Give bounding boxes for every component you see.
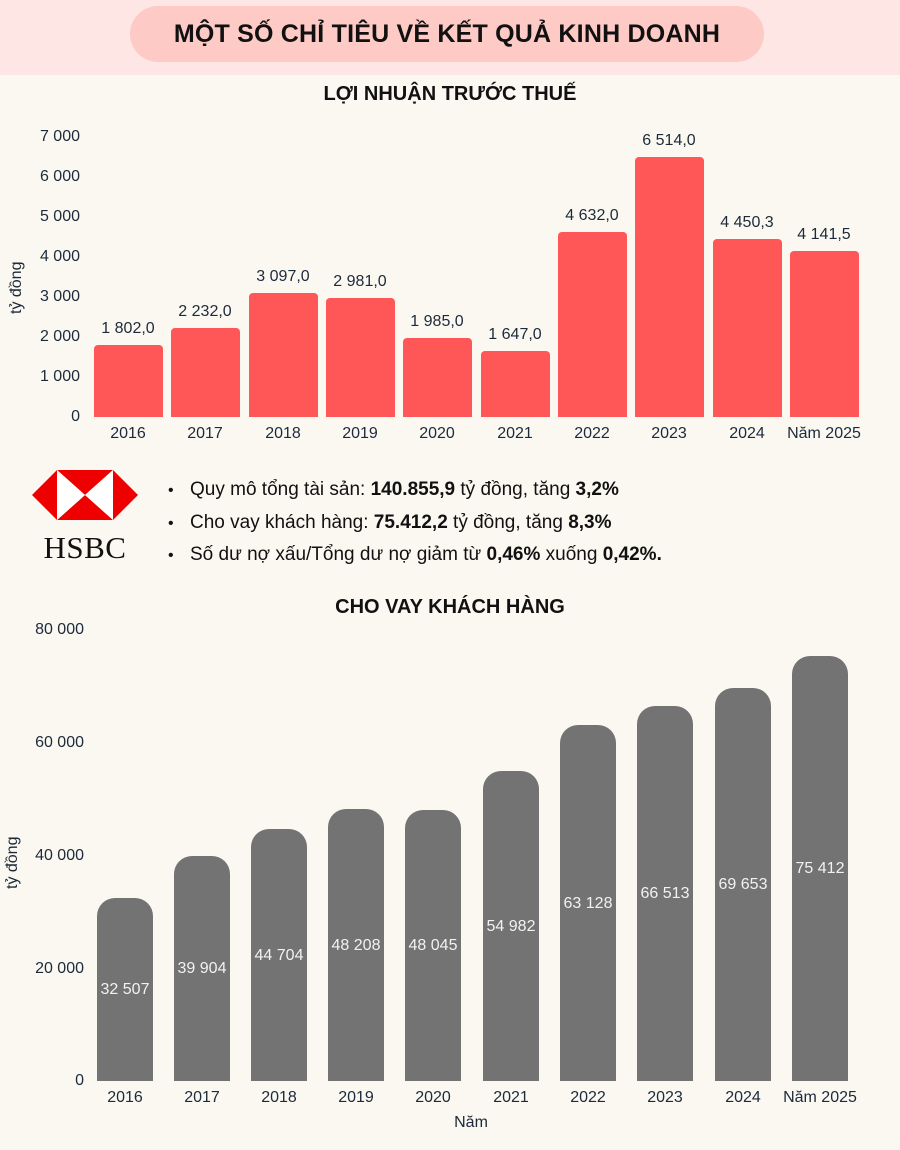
profit-xtick: 2021 xyxy=(497,425,533,442)
profit-xtick: 2020 xyxy=(419,425,455,442)
loans-value-label: 63 128 xyxy=(563,895,613,912)
loans-ytick-0: 0 xyxy=(75,1072,84,1089)
profit-ytick-1000: 1 000 xyxy=(39,368,80,385)
loans-bar-2018 xyxy=(251,829,307,1081)
loans-bar-2025 xyxy=(792,656,848,1081)
loans-ytick-80000: 80 000 xyxy=(35,621,84,638)
profit-value-label: 3 097,0 xyxy=(256,268,310,285)
profit-chart-title: LỢI NHUẬN TRƯỚC THUẾ xyxy=(323,83,577,105)
profit-ytick-4000: 4 000 xyxy=(39,248,80,265)
loans-bar-2016 xyxy=(97,898,153,1081)
profit-bar-2019 xyxy=(326,298,395,417)
profit-value-label: 2 981,0 xyxy=(333,273,387,290)
metric-customer-loans: Cho vay khách hàng: 75.412,2 tỷ đồng, tă… xyxy=(168,507,662,540)
loans-ytick-60000: 60 000 xyxy=(35,734,84,751)
loans-xtick: 2024 xyxy=(725,1089,761,1106)
loans-bar-2023 xyxy=(637,706,693,1081)
profit-ytick-5000: 5 000 xyxy=(39,208,80,225)
profit-bar-2020 xyxy=(403,338,472,417)
profit-value-label: 4 632,0 xyxy=(565,207,619,224)
loans-value-label: 44 704 xyxy=(254,947,304,964)
loans-xtick: 2020 xyxy=(415,1089,451,1106)
profit-xtick: 2016 xyxy=(110,425,146,442)
loans-bar-2021 xyxy=(483,771,539,1081)
metric-npl-ratio: Số dư nợ xấu/Tổng dư nợ giảm từ 0,46% xu… xyxy=(168,539,662,572)
profit-bar-2024 xyxy=(713,239,782,417)
loans-xtick: 2016 xyxy=(107,1089,143,1106)
loans-value-label: 66 513 xyxy=(640,885,690,902)
profit-value-label: 1 985,0 xyxy=(410,313,464,330)
loans-value-label: 75 412 xyxy=(795,860,845,877)
page-title: MỘT SỐ CHỈ TIÊU VỀ KẾT QUẢ KINH DOANH xyxy=(130,6,764,62)
loans-xtick: 2017 xyxy=(184,1089,220,1106)
profit-ytick-2000: 2 000 xyxy=(39,328,80,345)
profit-value-label: 1 802,0 xyxy=(101,320,155,337)
profit-bar-2022 xyxy=(558,232,627,417)
loans-ytick-40000: 40 000 xyxy=(35,847,84,864)
loans-xtick: 2022 xyxy=(570,1089,606,1106)
profit-bar-2021 xyxy=(481,351,550,417)
loans-xtick: 2018 xyxy=(261,1089,297,1106)
loans-ytick-20000: 20 000 xyxy=(35,960,84,977)
profit-bar-2025 xyxy=(790,251,859,417)
profit-value-label: 4 141,5 xyxy=(797,226,851,243)
loans-xtick: 2023 xyxy=(647,1089,683,1106)
loans-value-label: 54 982 xyxy=(486,918,536,935)
profit-ytick-0: 0 xyxy=(71,408,80,425)
loans-value-label: 32 507 xyxy=(100,981,150,998)
metric-total-assets: Quy mô tổng tài sản: 140.855,9 tỷ đồng, … xyxy=(168,474,662,507)
loans-x-axis-label: Năm xyxy=(454,1114,488,1131)
loans-value-label: 48 208 xyxy=(331,937,381,954)
loans-bar-2024 xyxy=(715,688,771,1081)
profit-ytick-6000: 6 000 xyxy=(39,168,80,185)
loans-xtick: 2021 xyxy=(493,1089,529,1106)
profit-xtick: 2017 xyxy=(187,425,223,442)
loans-xtick: Năm 2025 xyxy=(783,1089,857,1106)
profit-xtick: 2019 xyxy=(342,425,378,442)
profit-value-label: 6 514,0 xyxy=(642,132,696,149)
profit-ytick-7000: 7 000 xyxy=(39,128,80,145)
profit-bar-2017 xyxy=(171,328,240,417)
loans-value-label: 69 653 xyxy=(718,876,768,893)
loans-xtick: 2019 xyxy=(338,1089,374,1106)
loans-chart-title: CHO VAY KHÁCH HÀNG xyxy=(335,596,565,618)
profit-xtick: 2018 xyxy=(265,425,301,442)
loans-value-label: 39 904 xyxy=(177,960,227,977)
profit-xtick: Năm 2025 xyxy=(787,425,861,442)
loans-value-label: 48 045 xyxy=(408,937,458,954)
profit-value-label: 2 232,0 xyxy=(178,303,232,320)
key-metrics-list: Quy mô tổng tài sản: 140.855,9 tỷ đồng, … xyxy=(168,474,662,572)
loans-bar-2020 xyxy=(405,810,461,1081)
profit-xtick: 2022 xyxy=(574,425,610,442)
profit-bar-2023 xyxy=(635,157,704,417)
loans-bar-2022 xyxy=(560,725,616,1081)
loans-bar-2019 xyxy=(328,809,384,1081)
profit-bar-2018 xyxy=(249,293,318,417)
profit-xtick: 2024 xyxy=(729,425,765,442)
profit-ytick-3000: 3 000 xyxy=(39,288,80,305)
profit-xtick: 2023 xyxy=(651,425,687,442)
hsbc-logo-icon xyxy=(32,470,138,520)
loans-bar-2017 xyxy=(174,856,230,1081)
profit-value-label: 1 647,0 xyxy=(488,326,542,343)
profit-bar-2016 xyxy=(94,345,163,417)
profit-value-label: 4 450,3 xyxy=(720,214,774,231)
hsbc-logo-text: HSBC xyxy=(43,530,127,565)
